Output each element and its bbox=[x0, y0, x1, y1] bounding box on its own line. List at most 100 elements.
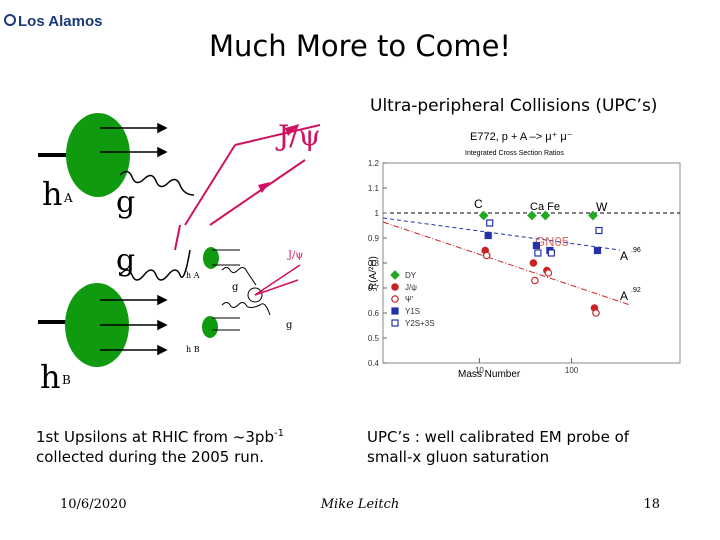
annotation: .96 bbox=[631, 247, 641, 254]
gluon bbox=[221, 302, 271, 316]
g-label: g bbox=[116, 243, 135, 278]
y-axis-label: R(A/²H) bbox=[368, 256, 379, 290]
point bbox=[588, 210, 598, 221]
right-text-line: UPC’s : well calibrated EM probe of bbox=[367, 428, 630, 446]
y-tick-label: 1 bbox=[375, 209, 380, 218]
annotation: A bbox=[620, 249, 628, 263]
arrowhead bbox=[258, 182, 270, 193]
point bbox=[390, 270, 400, 280]
y-tick-label: 0.4 bbox=[368, 359, 380, 368]
point bbox=[595, 226, 603, 235]
small-h-label: h A bbox=[186, 271, 200, 280]
y-tick-label: 1.2 bbox=[368, 159, 380, 168]
footer-date: 10/6/2020 bbox=[60, 497, 127, 512]
small-g-label: g bbox=[232, 282, 239, 293]
gluon bbox=[119, 170, 195, 196]
vertex bbox=[247, 287, 263, 303]
point bbox=[391, 283, 399, 291]
h-subscript: B bbox=[62, 373, 71, 387]
quark-line bbox=[184, 144, 236, 226]
point bbox=[529, 259, 538, 267]
h-label: h bbox=[42, 175, 63, 213]
small-nucleus bbox=[203, 247, 219, 269]
point bbox=[486, 219, 494, 227]
point bbox=[391, 319, 399, 327]
y-tick-label: 0.9 bbox=[368, 234, 380, 243]
annotation: GN05 bbox=[535, 234, 569, 249]
chart-subtitle: Integrated Cross Section Ratios bbox=[465, 150, 564, 157]
gluon bbox=[221, 267, 257, 286]
point bbox=[478, 210, 489, 221]
right-text-line: small-x gluon saturation bbox=[367, 448, 549, 466]
point bbox=[484, 231, 492, 240]
y-tick-label: 0.7 bbox=[368, 284, 380, 293]
small-g-label: g bbox=[286, 320, 293, 331]
legend-label: Ψ' bbox=[405, 295, 414, 304]
quark-line bbox=[174, 224, 181, 251]
legend-label: J/ψ bbox=[405, 283, 417, 292]
arrowhead bbox=[285, 124, 300, 136]
y-tick-label: 0.6 bbox=[368, 309, 380, 318]
legend-label: DY bbox=[405, 271, 417, 280]
legend-label: Υ1S bbox=[405, 307, 420, 316]
point bbox=[391, 295, 399, 303]
g-label: g bbox=[116, 185, 135, 220]
quark-line bbox=[254, 279, 299, 296]
nucleus bbox=[65, 283, 129, 367]
small-arrows bbox=[212, 249, 240, 331]
quark-line bbox=[254, 264, 301, 296]
slide-title: Much More to Come! bbox=[209, 29, 511, 63]
x-tick-label: 100 bbox=[565, 366, 579, 375]
jpsi-label: J/ψ bbox=[275, 119, 321, 152]
y-tick-label: 0.5 bbox=[368, 334, 380, 343]
point bbox=[540, 210, 551, 221]
h-label: h bbox=[40, 358, 61, 396]
point bbox=[482, 251, 491, 260]
left-text-line: collected during the 2005 run. bbox=[36, 448, 264, 466]
point bbox=[592, 309, 600, 317]
y-tick-label: 0.8 bbox=[368, 259, 380, 268]
h-subscript: A bbox=[63, 191, 73, 205]
annotation: Ca Fe bbox=[530, 201, 560, 213]
point bbox=[527, 210, 537, 221]
nucleus bbox=[66, 113, 130, 197]
gluon bbox=[119, 249, 191, 281]
quark-line bbox=[234, 124, 321, 146]
point bbox=[593, 246, 602, 255]
logo: Los Alamos bbox=[4, 13, 102, 30]
x-tick-label: 10 bbox=[475, 366, 484, 375]
chart-title: E772, p + A –> μ⁺ μ⁻ bbox=[470, 131, 573, 143]
point bbox=[391, 307, 399, 315]
footer-author: Mike Leitch bbox=[320, 497, 400, 512]
point bbox=[532, 241, 541, 250]
point bbox=[531, 276, 539, 285]
y-tick-label: 1.1 bbox=[368, 184, 380, 193]
point bbox=[544, 269, 553, 277]
diagram: J/ψ h A h B g g J/ψ h A h B g g bbox=[38, 113, 321, 396]
annotation: .92 bbox=[631, 287, 641, 294]
quark-line bbox=[209, 159, 306, 226]
point bbox=[547, 249, 555, 257]
small-jpsi-label: J/ψ bbox=[287, 250, 303, 261]
logo-text: Los Alamos bbox=[18, 13, 102, 30]
annotation: C bbox=[474, 197, 483, 211]
annotation: A bbox=[620, 289, 628, 303]
chart: E772, p + A –> μ⁺ μ⁻ Integrated Cross Se… bbox=[368, 131, 681, 380]
legend-label: Υ2S+3S bbox=[405, 319, 435, 328]
subtitle: Ultra-peripheral Collisions (UPC’s) bbox=[370, 96, 657, 116]
x-axis-label: Mass Number bbox=[458, 369, 521, 380]
annotation: W bbox=[596, 200, 608, 214]
left-text-line: 1st Upsilons at RHIC from ~3pb bbox=[36, 428, 274, 446]
point bbox=[534, 249, 542, 257]
small-nucleus bbox=[202, 316, 218, 338]
small-h-label: h B bbox=[186, 345, 200, 354]
arrows bbox=[100, 122, 168, 356]
logo-mark bbox=[4, 14, 16, 26]
fit-line bbox=[382, 221, 631, 306]
left-text: 1st Upsilons at RHIC from ~3pb-1 bbox=[36, 428, 284, 446]
footer-page: 18 bbox=[643, 497, 660, 512]
fit-line bbox=[382, 217, 621, 251]
superscript: -1 bbox=[274, 428, 284, 439]
